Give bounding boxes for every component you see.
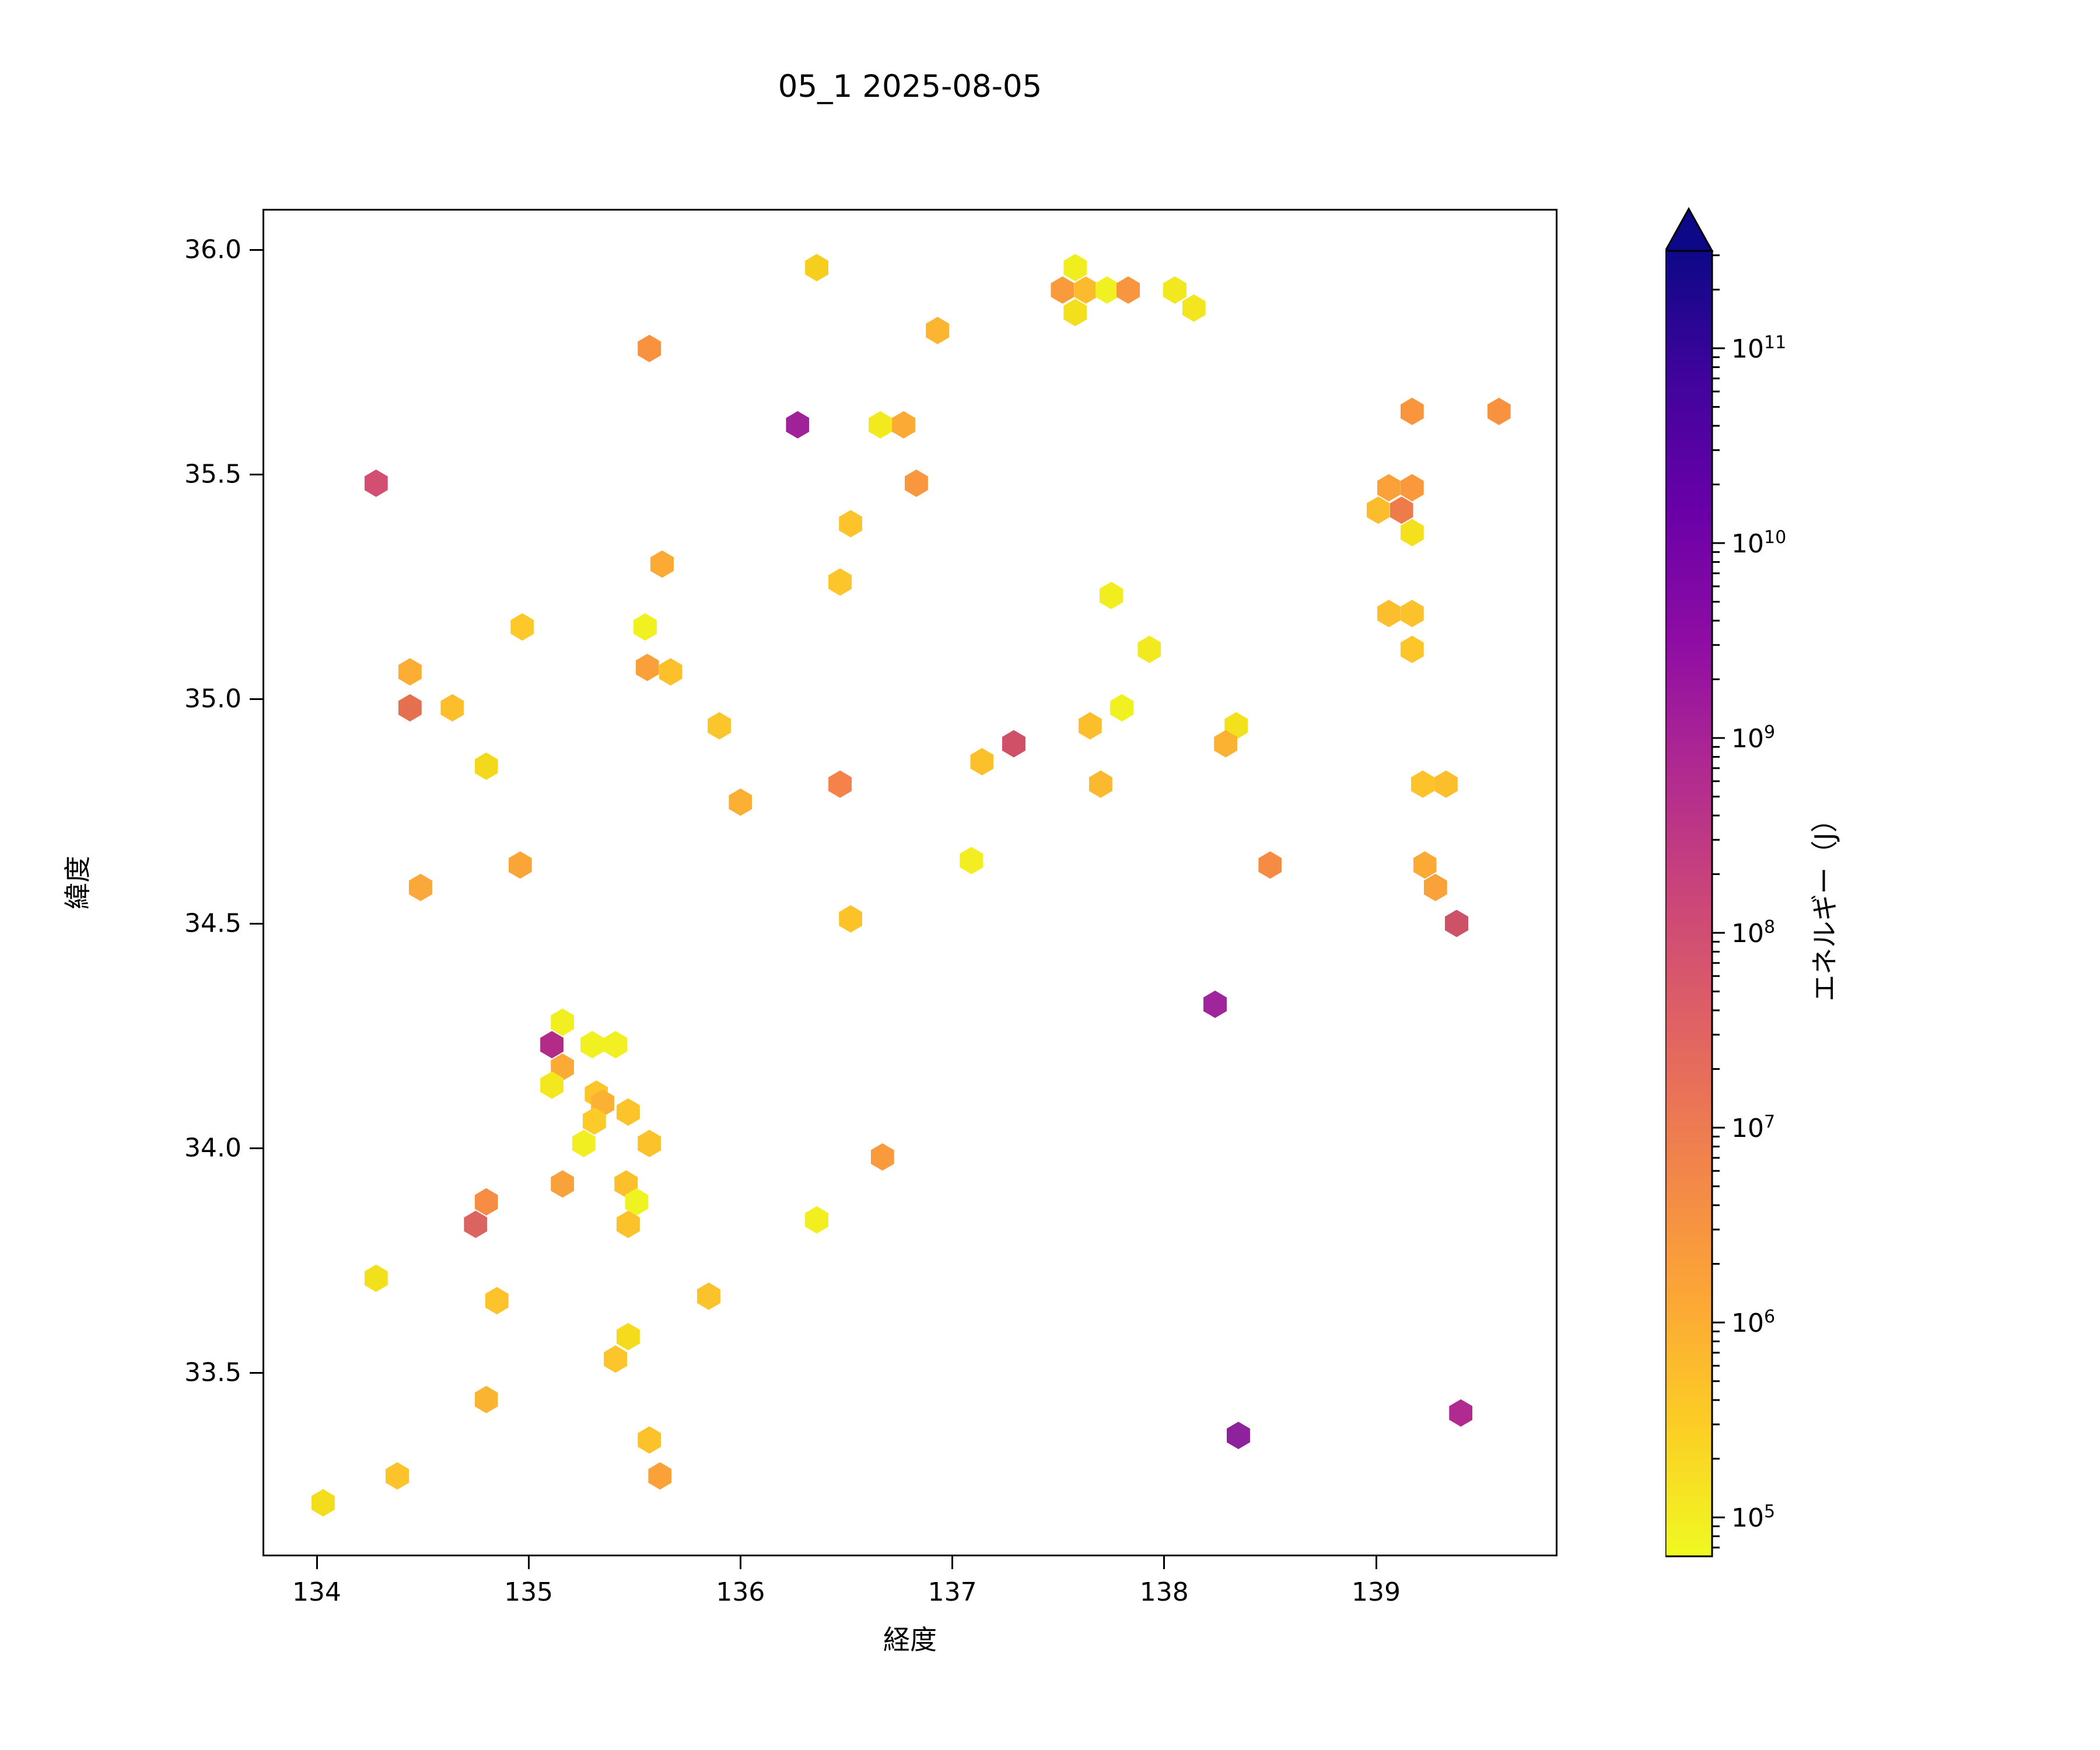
colorbar-extend-arrow	[1665, 206, 1714, 252]
y-tick-mark	[250, 249, 262, 251]
hex-point	[970, 748, 994, 776]
y-tick-mark	[250, 1371, 262, 1374]
hex-point	[398, 658, 422, 686]
x-tick-mark	[951, 1556, 954, 1569]
hex-point	[839, 905, 863, 933]
x-tick-mark	[739, 1556, 741, 1569]
y-axis-label: 緯度	[62, 856, 93, 909]
hex-point	[1377, 600, 1401, 628]
y-tick-label: 35.5	[184, 459, 242, 489]
hex-point	[510, 613, 534, 641]
hex-point	[1203, 991, 1227, 1019]
hex-point	[551, 1170, 575, 1198]
hex-point	[582, 1107, 606, 1135]
hex-point	[1423, 873, 1447, 901]
hex-point	[1078, 712, 1102, 740]
hex-point	[551, 1008, 575, 1036]
plot-area	[262, 209, 1558, 1556]
hex-point	[1258, 851, 1282, 879]
y-tick-mark	[250, 473, 262, 475]
hex-point	[604, 1031, 628, 1059]
hex-point	[659, 658, 682, 686]
x-tick-mark	[1375, 1556, 1377, 1569]
colorbar-tick-label: 107	[1731, 1112, 1776, 1143]
y-tick-mark	[250, 698, 262, 700]
colorbar-tick-label: 1010	[1731, 527, 1787, 559]
x-axis-label: 経度	[883, 1624, 937, 1656]
hex-point	[1413, 851, 1437, 879]
hex-point	[1110, 694, 1134, 722]
x-tick-label: 136	[716, 1577, 765, 1607]
x-tick-label: 138	[1139, 1577, 1189, 1607]
hex-point	[960, 846, 984, 874]
x-tick-mark	[316, 1556, 318, 1569]
x-tick-mark	[527, 1556, 530, 1569]
hex-point	[1400, 519, 1424, 547]
hex-point	[572, 1129, 596, 1157]
colorbar-gradient	[1665, 250, 1713, 1558]
hex-point	[1400, 600, 1424, 628]
hex-point	[1400, 397, 1424, 425]
hex-point	[580, 1031, 604, 1059]
x-tick-label: 134	[292, 1577, 341, 1607]
x-tick-label: 135	[504, 1577, 554, 1607]
colorbar-tick-label: 109	[1731, 722, 1776, 754]
hex-point	[398, 694, 422, 722]
y-tick-label: 36.0	[184, 235, 242, 265]
y-tick-label: 33.5	[184, 1357, 242, 1388]
hex-point	[1214, 730, 1238, 758]
hex-point	[633, 613, 657, 641]
chart-title: 05_1 2025-08-05	[778, 69, 1042, 104]
hex-point	[616, 1098, 640, 1126]
hex-point	[708, 712, 732, 740]
y-tick-label: 34.0	[184, 1133, 242, 1163]
hex-point	[540, 1031, 564, 1059]
colorbar-label: エネルギー（J）	[1809, 806, 1840, 1002]
hex-point	[1445, 909, 1469, 937]
y-tick-mark	[250, 922, 262, 925]
hex-point	[638, 1129, 662, 1157]
hex-point	[1002, 730, 1026, 758]
hex-point	[635, 653, 659, 681]
hex-point	[1400, 474, 1424, 502]
hex-point	[1487, 397, 1511, 425]
hex-point	[1377, 474, 1401, 502]
y-tick-mark	[250, 1147, 262, 1149]
hex-point	[1410, 770, 1434, 798]
hex-point	[1434, 770, 1458, 798]
y-tick-label: 35.0	[184, 684, 242, 714]
colorbar-tick-label: 105	[1731, 1502, 1776, 1534]
hex-point	[1138, 635, 1161, 663]
hex-point	[408, 873, 432, 901]
colorbar-tick-label: 106	[1731, 1307, 1776, 1338]
x-tick-mark	[1163, 1556, 1166, 1569]
hex-point	[1088, 770, 1112, 798]
colorbar-tick-label: 1011	[1731, 332, 1787, 364]
hex-point	[508, 851, 532, 879]
hex-point	[1400, 635, 1424, 663]
hex-point	[1390, 496, 1413, 524]
hex-point	[729, 788, 752, 816]
colorbar	[1665, 206, 1725, 1558]
hex-point	[870, 1143, 894, 1171]
hex-point	[440, 694, 464, 722]
x-tick-label: 137	[928, 1577, 977, 1607]
colorbar-tick-label: 108	[1731, 917, 1776, 949]
y-tick-label: 34.5	[184, 908, 242, 939]
hex-point	[828, 770, 852, 798]
hex-point	[474, 752, 498, 780]
hex-point	[1366, 496, 1390, 524]
hex-point	[540, 1071, 564, 1099]
x-tick-label: 139	[1352, 1577, 1401, 1607]
